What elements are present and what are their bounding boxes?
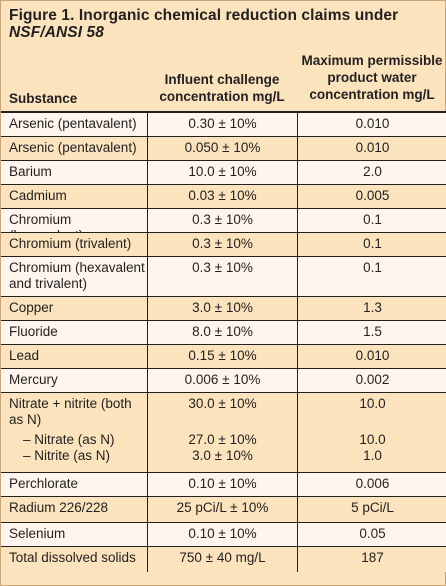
cell-influent: 0.15 ± 10% xyxy=(147,345,297,368)
cell-maximum: 0.1 xyxy=(297,233,446,256)
cell-substance: Cadmium xyxy=(9,188,67,203)
cell-influent: 0.3 ± 10% xyxy=(147,209,297,232)
cell-influent: 0.10 ± 10% xyxy=(147,523,297,546)
cell-substance: Fluoride xyxy=(9,324,58,339)
table-row: Chromium (hexavalent) 0.3 ± 10% 0.1 xyxy=(1,209,446,243)
cell-substance: Chromium (hexavalent) xyxy=(9,212,83,243)
cell-substance: Copper xyxy=(9,300,54,315)
table-row: Copper 3.0 ± 10% 1.3 xyxy=(1,297,446,321)
cell-influent: 30.0 ± 10% xyxy=(188,396,257,411)
cell-maximum: 0.1 xyxy=(297,257,446,296)
cell-maximum: 0.010 xyxy=(297,113,446,136)
cell-influent: 0.3 ± 10% xyxy=(147,233,297,256)
table-row: Nitrate + nitrite (both as N) – Nitrate … xyxy=(1,393,446,473)
cell-influent: 750 ± 40 mg/L xyxy=(147,547,297,572)
cell-substance: Nitrate + nitrite (both as N) xyxy=(9,396,132,427)
cell-maximum: 0.010 xyxy=(297,137,446,160)
cell-substance: Selenium xyxy=(9,526,66,541)
cell-maximum-group: 10.0 10.0 1.0 xyxy=(297,393,446,472)
cell-maximum: 0.002 xyxy=(297,369,446,392)
table-row: Lead 0.15 ± 10% 0.010 xyxy=(1,345,446,369)
cell-maximum: 1.5 xyxy=(297,321,446,344)
cell-influent: 0.30 ± 10% xyxy=(147,113,297,136)
cell-maximum: 0.05 xyxy=(297,523,446,546)
cell-influent: 25 pCi/L ± 10% xyxy=(147,497,297,522)
figure-title: Figure 1. Inorganic chemical reduction c… xyxy=(9,7,439,41)
cell-influent-sub: 3.0 ± 10% xyxy=(192,448,253,463)
cell-maximum: 187 xyxy=(297,547,446,572)
cell-influent: 10.0 ± 10% xyxy=(147,161,297,184)
cell-influent: 0.10 ± 10% xyxy=(147,473,297,496)
cell-maximum: 0.006 xyxy=(297,473,446,496)
cell-maximum: 10.0 xyxy=(359,396,386,411)
cell-substance-sub: – Nitrate (as N) xyxy=(23,432,115,447)
cell-substance: Chromium (hexavalent and trivalent) xyxy=(9,260,145,291)
header-substance: Substance xyxy=(9,91,78,106)
cell-influent: 0.03 ± 10% xyxy=(147,185,297,208)
cell-substance: Total dissolved solids xyxy=(9,550,136,565)
cell-influent-group: 30.0 ± 10% 27.0 ± 10% 3.0 ± 10% xyxy=(147,393,297,472)
table-row: Chromium (trivalent) 0.3 ± 10% 0.1 xyxy=(1,233,446,257)
table-row: Selenium 0.10 ± 10% 0.05 xyxy=(1,523,446,547)
header-influent: Influent challenge concentration mg/L xyxy=(159,72,285,104)
cell-influent: 0.006 ± 10% xyxy=(147,369,297,392)
cell-maximum: 0.010 xyxy=(297,345,446,368)
cell-influent: 0.050 ± 10% xyxy=(147,137,297,160)
table-row: Chromium (hexavalent and trivalent) 0.3 … xyxy=(1,257,446,297)
table-row: Cadmium 0.03 ± 10% 0.005 xyxy=(1,185,446,209)
table-row: Fluoride 8.0 ± 10% 1.5 xyxy=(1,321,446,345)
table-row: Arsenic (pentavalent) 0.050 ± 10% 0.010 xyxy=(1,137,446,161)
cell-maximum-sub: 10.0 xyxy=(359,432,386,447)
cell-maximum: 2.0 xyxy=(297,161,446,184)
table-row: Barium 10.0 ± 10% 2.0 xyxy=(1,161,446,185)
table-row: Total dissolved solids 750 ± 40 mg/L 187 xyxy=(1,547,446,572)
cell-maximum: 0.1 xyxy=(297,209,446,232)
table-row: Radium 226/228 25 pCi/L ± 10% 5 pCi/L xyxy=(1,497,446,523)
cell-substance: Arsenic (pentavalent) xyxy=(9,140,137,155)
table-row: Arsenic (pentavalent) 0.30 ± 10% 0.010 xyxy=(1,113,446,137)
cell-substance: Radium 226/228 xyxy=(9,500,109,515)
cell-influent: 3.0 ± 10% xyxy=(147,297,297,320)
table-body: Arsenic (pentavalent) 0.30 ± 10% 0.010 A… xyxy=(1,113,446,572)
cell-maximum: 1.3 xyxy=(297,297,446,320)
table-row: Mercury 0.006 ± 10% 0.002 xyxy=(1,369,446,393)
cell-substance-sub: – Nitrite (as N) xyxy=(23,448,111,463)
cell-maximum: 5 pCi/L xyxy=(297,497,446,522)
header-maximum: Maximum permissible product water concen… xyxy=(301,53,443,102)
cell-substance: Barium xyxy=(9,164,52,179)
cell-influent: 0.3 ± 10% xyxy=(147,257,297,296)
figure-title-text: Figure 1. Inorganic chemical reduction c… xyxy=(9,7,399,24)
cell-maximum-sub: 1.0 xyxy=(363,448,382,463)
figure-title-standard: NSF/ANSI 58 xyxy=(9,24,104,41)
cell-substance: Chromium (trivalent) xyxy=(9,236,132,251)
table-row: Perchlorate 0.10 ± 10% 0.006 xyxy=(1,473,446,497)
cell-substance: Perchlorate xyxy=(9,476,79,491)
cell-influent: 8.0 ± 10% xyxy=(147,321,297,344)
cell-influent-sub: 27.0 ± 10% xyxy=(188,432,257,447)
header-rule xyxy=(1,111,446,113)
cell-substance: Lead xyxy=(9,348,40,363)
table-header: Substance Influent challenge concentrati… xyxy=(1,45,446,111)
cell-substance: Mercury xyxy=(9,372,58,387)
cell-substance: Arsenic (pentavalent) xyxy=(9,116,137,131)
cell-maximum: 0.005 xyxy=(297,185,446,208)
cell-substance-group: Nitrate + nitrite (both as N) – Nitrate … xyxy=(1,393,147,472)
